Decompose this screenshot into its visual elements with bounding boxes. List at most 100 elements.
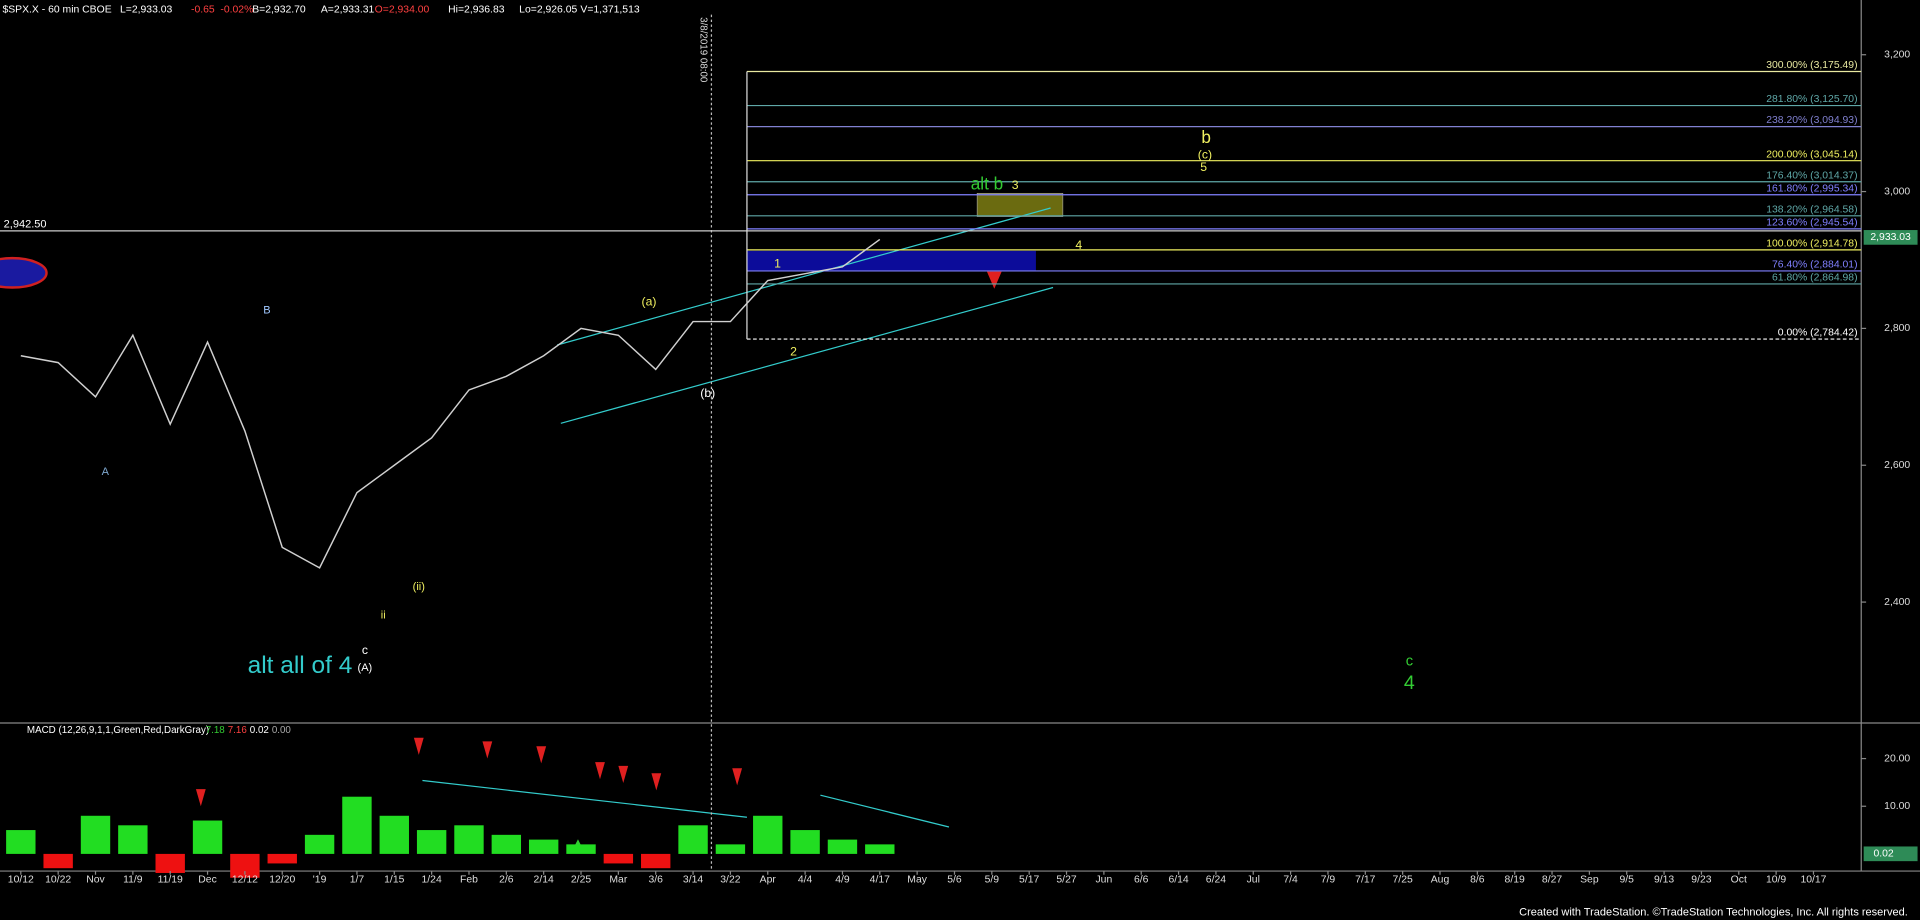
x-tick-label: 12/12 (232, 874, 258, 885)
wave-label: b (1201, 127, 1211, 147)
x-tick-label: Sep (1580, 874, 1599, 885)
fib-label: 161.80% (2,995.34) (1766, 183, 1857, 194)
header-field: V=1,371,513 (580, 5, 639, 16)
x-tick-label: Apr (760, 874, 777, 885)
price-marker-label: 2,942.50 (4, 219, 47, 231)
wave-label: (c) (1198, 148, 1212, 162)
x-tick-label: 5/9 (985, 874, 1000, 885)
x-tick-label: 5/27 (1056, 874, 1076, 885)
macd-bar (715, 844, 746, 854)
x-tick-label: 3/22 (720, 874, 740, 885)
macd-bar (118, 825, 148, 854)
macd-reading: 7.18 (206, 725, 226, 736)
x-tick-label: 10/9 (1766, 874, 1786, 885)
header-field: A=2,933.31 (321, 5, 375, 16)
x-tick-label: 11/19 (158, 874, 183, 885)
macd-bar (678, 825, 708, 854)
x-tick-label: Aug (1431, 874, 1450, 885)
x-tick-label: 4/4 (798, 874, 813, 885)
x-tick-label: 9/5 (1620, 874, 1635, 885)
macd-bar (865, 844, 895, 854)
header-field: -0.65 (191, 5, 215, 16)
macd-y-tick-label: 10.00 (1884, 801, 1910, 812)
x-tick-label: 4/9 (835, 874, 850, 885)
x-tick-label: 12/20 (269, 874, 295, 885)
macd-bar (790, 830, 820, 854)
target-box (976, 192, 1064, 217)
x-tick-label: 4/17 (870, 874, 890, 885)
y-tick-label: 3,200 (1884, 49, 1910, 60)
x-tick-label: Feb (460, 874, 478, 885)
y-tick-label: 3,000 (1884, 186, 1910, 197)
x-tick-label: Nov (86, 874, 105, 885)
x-tick-label: Jul (1247, 874, 1260, 885)
x-tick-label: Dec (198, 874, 216, 885)
wave-label: 2 (790, 345, 797, 359)
channel-line (560, 286, 1054, 424)
x-tick-label: 1/24 (422, 874, 442, 885)
x-tick-label: 7/25 (1393, 874, 1413, 885)
x-tick-label: '19 (313, 874, 327, 885)
macd-bar (603, 853, 634, 864)
header-field: O=2,934.00 (375, 5, 430, 16)
x-tick-label: Jun (1095, 874, 1112, 885)
x-tick-label: 3/6 (648, 874, 663, 885)
wave-label: (ii) (413, 581, 425, 593)
macd-bar (192, 820, 223, 854)
fib-label: 238.20% (3,094.93) (1766, 115, 1857, 126)
x-tick-label: 7/4 (1283, 874, 1298, 885)
macd-arrows (195, 737, 743, 807)
macd-bar (566, 844, 596, 854)
x-tick-label: 5/17 (1019, 874, 1039, 885)
wave-label: 4 (1404, 672, 1415, 694)
macd-bar (753, 815, 783, 854)
macd-bar (6, 830, 36, 854)
wave-label: alt all of 4 (248, 652, 353, 679)
x-tick-label: Oct (1731, 874, 1747, 885)
macd-bar (267, 853, 297, 864)
x-tick-label: 11/9 (123, 874, 143, 885)
footer: Created with TradeStation. ©TradeStation… (1519, 907, 1908, 919)
x-tick-label: 8/19 (1505, 874, 1525, 885)
macd-bar (43, 853, 73, 869)
x-tick-label: 1/7 (350, 874, 365, 885)
fib-label: 100.00% (2,914.78) (1766, 239, 1857, 250)
header-field: -0.02% (220, 5, 253, 16)
header-field: L=2,933.03 (120, 5, 173, 16)
header-field: $SPX.X - 60 min CBOE (2, 5, 111, 16)
x-tick-label: May (907, 874, 927, 885)
macd-last-label: 0.02 (1873, 849, 1893, 860)
y-tick-label: 2,600 (1884, 460, 1910, 471)
fib-label: 281.80% (3,125.70) (1766, 94, 1857, 105)
fib-label: 200.00% (3,045.14) (1766, 149, 1857, 160)
x-tick-label: 8/6 (1470, 874, 1485, 885)
wave-label: (A) (358, 662, 373, 674)
macd-last-tag (1863, 846, 1918, 862)
wave-label: c (1406, 654, 1413, 670)
x-tick-label: 8/27 (1542, 874, 1562, 885)
wave-label: 5 (1200, 160, 1207, 174)
x-tick-label: 9/13 (1654, 874, 1674, 885)
x-tick-label: 7/17 (1355, 874, 1375, 885)
macd-bar (80, 815, 111, 854)
x-tick-label: 1/15 (384, 874, 404, 885)
macd-title: MACD (12,26,9,1,1,Green,Red,DarkGray) (27, 725, 209, 736)
fib-label: 0.00% (2,784.42) (1778, 328, 1858, 339)
fib-label: 61.80% (2,864.98) (1772, 273, 1858, 284)
header-field: Hi=2,936.83 (448, 5, 505, 16)
macd-reading: 0.02 (250, 725, 269, 736)
macd-bar (155, 853, 185, 873)
highlight-ellipse (0, 256, 48, 289)
macd-bar (827, 839, 858, 854)
fib-label: 138.20% (2,964.58) (1766, 204, 1857, 215)
wave-label: c (362, 643, 368, 657)
x-tick-label: 10/22 (45, 874, 71, 885)
support-box (746, 250, 1036, 271)
macd-bar (230, 853, 260, 878)
wave-label: alt b (971, 173, 1003, 193)
wave-label: ii (381, 609, 386, 621)
last-price-tag (1863, 230, 1918, 245)
x-tick-label: 5/6 (947, 874, 962, 885)
